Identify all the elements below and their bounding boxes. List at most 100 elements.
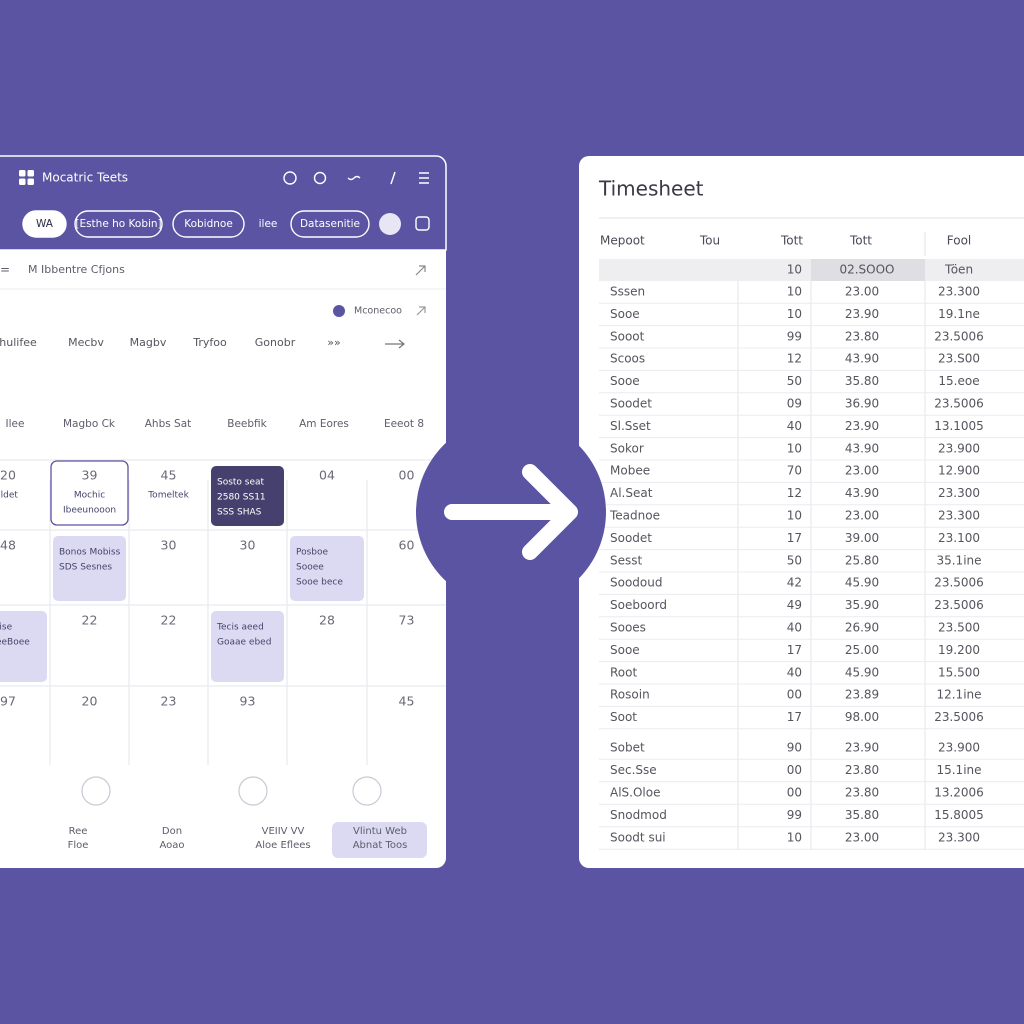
table-cell: 35.1ine [936, 553, 981, 567]
weekday: Magbo Ck [63, 418, 116, 430]
event-text: Ssise [0, 623, 13, 633]
day-number: 00 [399, 468, 415, 483]
footer-label[interactable]: Abnat Toos [353, 840, 408, 851]
filter[interactable]: hulifee [0, 336, 37, 349]
table-cell: 23.300 [938, 486, 980, 500]
selected-day[interactable] [50, 460, 129, 526]
pill[interactable] [74, 210, 163, 238]
next-arrow[interactable] [385, 339, 405, 349]
summary-cell: 02.SOOO [839, 263, 894, 277]
header-icons [283, 171, 429, 185]
footer-icon[interactable] [352, 776, 382, 806]
filter[interactable]: Tryfoo [192, 336, 227, 349]
footer-label[interactable]: VEIIV VV [262, 826, 305, 837]
table-cell: 23.900 [938, 441, 980, 455]
filter[interactable]: Magbv [130, 336, 167, 349]
table-cell: Scoos [610, 352, 645, 366]
filter[interactable]: Gonobr [255, 336, 296, 349]
table-cell: 13.2006 [934, 786, 984, 800]
day-note: Ildet [0, 491, 18, 501]
icon[interactable] [283, 171, 297, 185]
table-cell: 39.00 [845, 531, 879, 545]
icon[interactable] [313, 171, 327, 185]
pill-label[interactable]: Datasenitie [300, 218, 360, 230]
weekday: Beebfik [227, 418, 267, 430]
day-number: 22 [82, 613, 98, 628]
chip-dot [333, 305, 345, 317]
summary-cell: Töen [944, 263, 973, 277]
day-note: Ibeeunooon [63, 506, 116, 516]
icon[interactable] [419, 172, 429, 184]
table-cell: 17 [787, 710, 802, 724]
footer-icon[interactable] [238, 776, 268, 806]
chip-icon [416, 306, 426, 316]
footer-label[interactable]: Aoao [159, 840, 184, 851]
event-card[interactable] [211, 466, 284, 526]
footer-active[interactable] [332, 822, 427, 858]
day-number: 23 [161, 694, 177, 709]
table-cell: Sssen [610, 285, 645, 299]
table-cell: 23.89 [845, 688, 879, 702]
event-card[interactable] [211, 611, 284, 682]
table-cell: 36.90 [845, 397, 879, 411]
menu-icon: = [0, 263, 10, 277]
event-card[interactable] [290, 536, 364, 601]
square-button[interactable] [415, 216, 430, 231]
table-cell: 23.S00 [938, 352, 980, 366]
filter[interactable]: »» [327, 336, 340, 349]
footer-label[interactable]: Vlintu Web [353, 826, 407, 837]
table-cell: 12.1ine [936, 688, 981, 702]
calendar-app: Mocatric Teets WA [Esthe ho Kobin] Kobidno… [0, 155, 447, 868]
table-cell: AlS.Oloe [610, 786, 660, 800]
pill[interactable] [172, 210, 245, 238]
chip[interactable]: Mconecoo [354, 306, 402, 317]
table-cell: 23.5006 [934, 598, 984, 612]
table-cell: 70 [787, 464, 802, 478]
pill-label[interactable]: [Esthe ho Kobin] [75, 218, 161, 230]
table-cell: Sl.Sset [610, 419, 651, 433]
table-cell: 23.00 [845, 509, 879, 523]
table-cell: 23.00 [845, 831, 879, 845]
footer-label[interactable]: Ree [69, 826, 88, 837]
event-card[interactable] [0, 611, 47, 682]
day-number: 28 [319, 613, 335, 628]
pill-label[interactable]: ilee [259, 218, 278, 230]
footer-icon[interactable] [81, 776, 111, 806]
table-cell: Mobee [610, 464, 650, 478]
brand: Mocatric Teets [42, 171, 128, 185]
pill-label[interactable]: Kobidnoe [184, 218, 233, 230]
table-cell: Sooe [610, 643, 640, 657]
footer-label[interactable]: Floe [68, 840, 89, 851]
event-text: Tecis aeed [216, 623, 264, 633]
table-cell: Snodmod [610, 808, 667, 822]
table-cell: 43.90 [845, 486, 879, 500]
table-cell: 23.5006 [934, 710, 984, 724]
table-cell: 99 [787, 329, 802, 343]
icon[interactable] [390, 171, 396, 185]
pill[interactable] [22, 210, 67, 238]
table-cell: 40 [787, 665, 802, 679]
title: Timesheet [598, 177, 704, 201]
expand-icon[interactable] [415, 265, 426, 276]
table-cell: 23.90 [845, 741, 879, 755]
table-cell: Sooot [610, 329, 645, 343]
day-number: 97 [0, 694, 16, 709]
pill[interactable] [290, 210, 370, 238]
day-number: 30 [240, 538, 256, 553]
table-cell: 17 [787, 643, 802, 657]
day-number: 22 [161, 613, 177, 628]
footer-label[interactable]: Don [162, 826, 182, 837]
pill-label[interactable]: WA [36, 218, 54, 230]
icon[interactable] [347, 175, 361, 181]
event-card[interactable] [53, 536, 126, 601]
footer-label[interactable]: Aloe Eflees [255, 840, 310, 851]
table-cell: 23.90 [845, 307, 879, 321]
summary-cell: 10 [787, 263, 802, 277]
table-cell: 43.90 [845, 441, 879, 455]
avatar[interactable] [379, 213, 401, 235]
table-cell: 23.5006 [934, 397, 984, 411]
table-cell: Soodoud [610, 576, 662, 590]
filter[interactable]: Mecbv [68, 336, 104, 349]
day-number: 20 [0, 468, 16, 483]
table-cell: Sesst [610, 553, 643, 567]
